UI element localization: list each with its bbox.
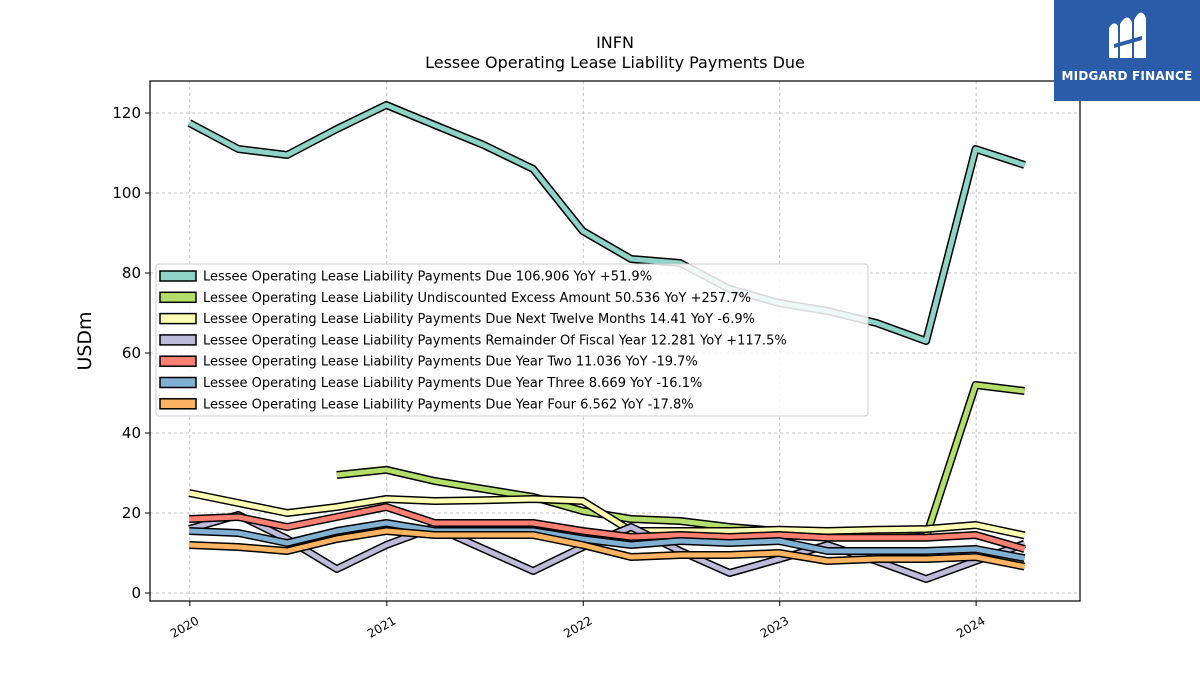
legend-box bbox=[155, 263, 869, 417]
legend-label: Lessee Operating Lease Liability Payment… bbox=[203, 397, 694, 412]
series-line bbox=[189, 520, 1026, 561]
brand-name: MIDGARD FINANCE bbox=[1061, 69, 1193, 83]
legend-item: Lessee Operating Lease Liability Payment… bbox=[159, 333, 787, 348]
legend-swatch bbox=[159, 270, 197, 282]
plot-frame bbox=[149, 80, 1081, 602]
legend-swatch bbox=[159, 312, 197, 325]
x-tick-label: 2024 bbox=[954, 613, 987, 640]
chart-title: INFN bbox=[596, 33, 634, 52]
series-5 bbox=[189, 503, 1026, 553]
legend-item: Lessee Operating Lease Liability Undisco… bbox=[159, 291, 751, 306]
y-tick-label: 120 bbox=[112, 104, 141, 122]
series-7 bbox=[189, 527, 1026, 571]
x-axis: 2020 2021 2022 2023 2024 bbox=[168, 601, 988, 641]
legend-label: Lessee Operating Lease Liability Payment… bbox=[203, 355, 698, 370]
y-tick-label: 60 bbox=[122, 344, 141, 362]
y-tick-label: 80 bbox=[122, 264, 141, 282]
legend-label: Lessee Operating Lease Liability Payment… bbox=[203, 376, 702, 391]
series-line bbox=[189, 504, 1026, 552]
legend-item: Lessee Operating Lease Liability Payment… bbox=[159, 376, 702, 391]
x-tick-label: 2020 bbox=[168, 613, 201, 640]
legend-item: Lessee Operating Lease Liability Payment… bbox=[159, 397, 694, 412]
legend-label: Lessee Operating Lease Liability Payment… bbox=[203, 333, 787, 348]
legend-swatch bbox=[159, 291, 197, 304]
brand-logo: MIDGARD FINANCE bbox=[1054, 0, 1200, 101]
x-tick-label: 2022 bbox=[561, 613, 594, 640]
series-3 bbox=[188, 489, 1026, 540]
legend-label: Lessee Operating Lease Liability Payment… bbox=[203, 270, 652, 285]
legend: Lessee Operating Lease Liability Payment… bbox=[155, 263, 869, 417]
series-line bbox=[189, 528, 1026, 570]
y-tick-label: 0 bbox=[131, 584, 141, 602]
midgard-m-logo-icon bbox=[1109, 12, 1146, 58]
legend-swatch bbox=[159, 355, 197, 367]
x-tick-label: 2021 bbox=[365, 613, 398, 640]
legend-label: Lessee Operating Lease Liability Undisco… bbox=[203, 291, 751, 306]
y-tick-label: 20 bbox=[122, 504, 141, 522]
legend-item: Lessee Operating Lease Liability Payment… bbox=[159, 270, 652, 285]
series-1 bbox=[187, 101, 1026, 345]
legend-item: Lessee Operating Lease Liability Payment… bbox=[159, 312, 755, 327]
series-line bbox=[188, 490, 1026, 538]
y-axis-label: USDm bbox=[74, 311, 96, 370]
y-tick-label: 40 bbox=[122, 424, 141, 442]
legend-swatch bbox=[159, 334, 197, 346]
x-tick-label: 2023 bbox=[758, 613, 791, 640]
y-tick-label: 100 bbox=[112, 184, 141, 202]
legend-swatch bbox=[159, 398, 197, 410]
series-6 bbox=[189, 519, 1026, 563]
legend-label: Lessee Operating Lease Liability Payment… bbox=[203, 312, 755, 327]
chart-subtitle: Lessee Operating Lease Liability Payment… bbox=[425, 53, 805, 72]
series-lines bbox=[187, 101, 1026, 583]
legend-item: Lessee Operating Lease Liability Payment… bbox=[159, 355, 698, 370]
legend-swatch bbox=[159, 376, 197, 389]
y-axis: 0 20 40 60 80 100 120 bbox=[112, 104, 150, 602]
series-line bbox=[188, 102, 1026, 344]
